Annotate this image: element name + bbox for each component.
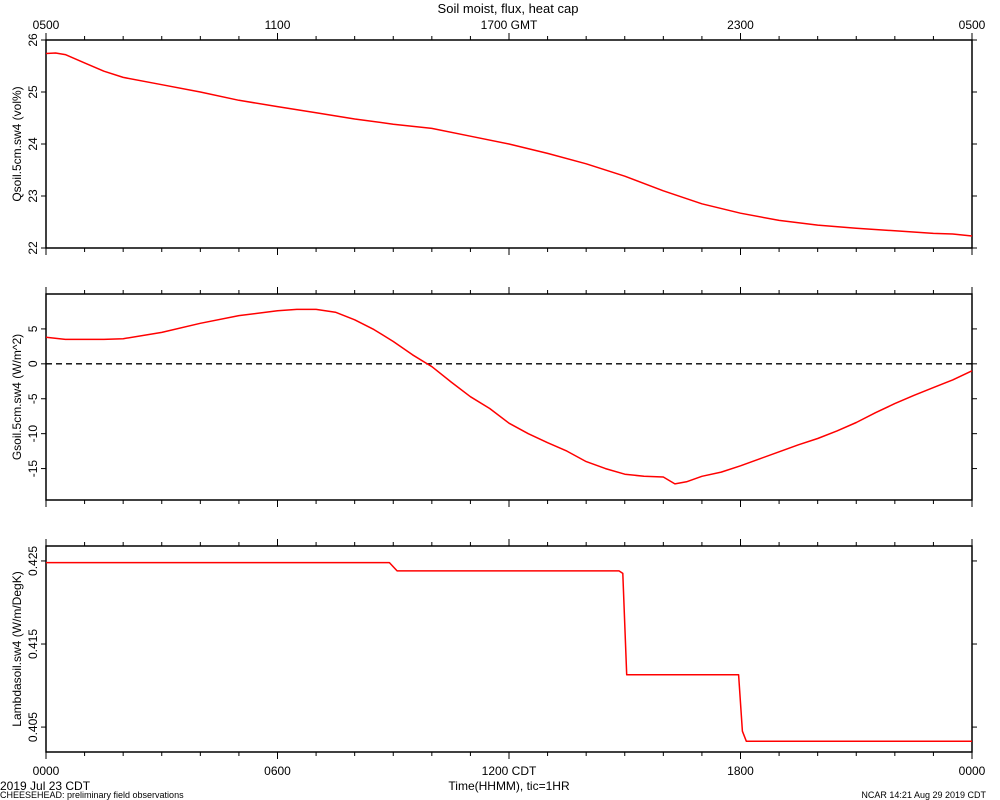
top-tick-label: 0500 [959, 18, 986, 32]
footer-stamp: NCAR 14:21 Aug 29 2019 CDT [861, 790, 986, 800]
y-tick-label: 5 [26, 325, 40, 332]
series-line-3 [46, 561, 972, 742]
chart-title: Soil moist, flux, heat cap [438, 1, 579, 16]
series-line-2 [45, 308, 973, 485]
series-line-1 [45, 52, 973, 237]
y-tick-label: 25 [26, 85, 40, 99]
chart-panels: 22 23 24 25 26 Qsoil.5cm.sw4 (vol%) -15 -10 -5 0 5… [10, 33, 977, 759]
top-tick-label: 1700 GMT [481, 18, 538, 32]
y-tick-label: 0.415 [26, 629, 40, 659]
bottom-tick-label: 1800 [727, 764, 754, 778]
bottom-tick-label: 1200 CDT [482, 764, 537, 778]
y-axis-label: Lambdasoil.sw4 (W/m/DegK) [10, 571, 24, 726]
bottom-time-axis: 0000 0600 1200 CDT 1800 0000 [33, 764, 986, 778]
bottom-tick-label: 0600 [264, 764, 291, 778]
x-axis-label: Time(HHMM), tic=1HR [448, 779, 570, 793]
y-tick-label: 22 [26, 241, 40, 255]
panel-1: 22 23 24 25 26 Qsoil.5cm.sw4 (vol%) [10, 33, 977, 255]
bottom-tick-label: 0000 [33, 764, 60, 778]
y-tick-label: 24 [26, 137, 40, 151]
y-tick-label: -5 [26, 393, 40, 404]
top-tick-label: 0500 [33, 18, 60, 32]
y-axis-label: Gsoil.5cm.sw4 (W/m^2) [10, 334, 24, 460]
bottom-tick-label: 0000 [959, 764, 986, 778]
y-tick-label: -10 [26, 425, 40, 443]
y-tick-label: 23 [26, 189, 40, 203]
y-tick-label: 0.425 [26, 546, 40, 576]
panel-3-frame [45, 545, 973, 753]
top-time-axis: 0500 1100 1700 GMT 2300 0500 [33, 18, 986, 32]
y-tick-label: 0.405 [26, 712, 40, 742]
y-tick-label: -15 [26, 460, 40, 478]
top-tick-label: 1100 [265, 18, 291, 32]
top-tick-label: 2300 [727, 18, 754, 32]
y-tick-label: 26 [26, 33, 40, 47]
footer-project: CHEESEHEAD: preliminary field observatio… [0, 790, 184, 800]
y-axis-label: Qsoil.5cm.sw4 (vol%) [10, 86, 24, 201]
footer-date: 2019 Jul 23 CDT [0, 779, 91, 793]
panel-2-frame [45, 293, 973, 501]
y-tick-label: 0 [26, 360, 40, 367]
